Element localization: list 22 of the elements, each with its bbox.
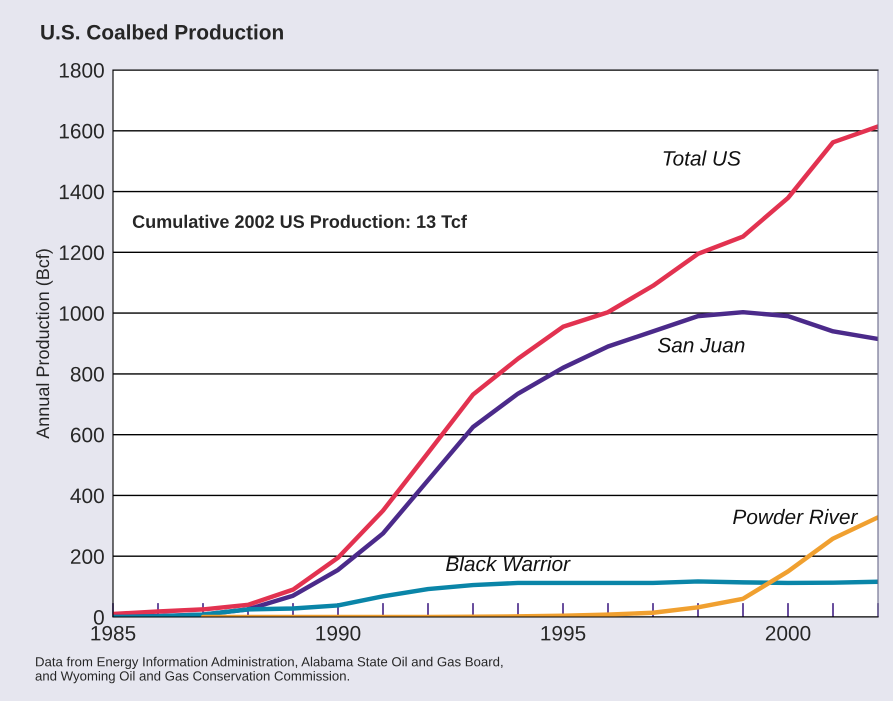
y-tick-label: 1800 (60, 63, 104, 78)
y-axis-title: Annual Production (Bcf) (36, 249, 53, 439)
y-tick-label: 600 (70, 428, 104, 442)
y-tick-label: 800 (70, 366, 104, 382)
y-tick-label: 0 (94, 610, 104, 625)
y-tick-label: 200 (70, 549, 104, 564)
y-tick-label: 1600 (60, 124, 104, 139)
y-tick-label: 1200 (60, 245, 104, 260)
y-tick-label: 1000 (60, 306, 104, 321)
text: Data from Energy Information Administration, Alabama State Oil and Gas Board, and Wyoming Oil and Gas Conservation Commission. (36, 656, 502, 684)
text: Total US (664, 150, 741, 166)
x-tick-label: 1990 (316, 626, 360, 641)
annotation: Cumulative 2002 US Production: 13 Tcf (132, 214, 467, 228)
series-label: Powder River (733, 508, 858, 524)
y-tick-label: 1400 (60, 184, 104, 200)
y-tick-label: 400 (70, 488, 104, 504)
x-tick-label: 1995 (541, 626, 586, 641)
series-label: San Juan (658, 338, 744, 353)
series-label: Black Warrior (446, 556, 571, 572)
x-tick-label: 2000 (766, 626, 810, 641)
x-tick-label: 1985 (91, 626, 136, 641)
chart-title: U.S. Coalbed Production (41, 24, 283, 40)
